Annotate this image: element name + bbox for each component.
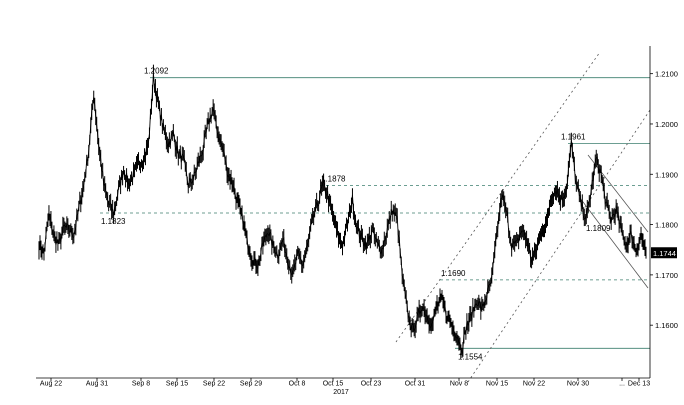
x-tick-label: Dec 13 [628, 381, 650, 388]
x-tick-label: Nov 30 [567, 381, 589, 388]
x-tick-label: Sep 15 [166, 381, 188, 388]
x-tick-label: Nov 22 [523, 381, 545, 388]
level-label: 1.1554 [458, 352, 483, 361]
x-tick-label: Sep 22 [203, 381, 225, 388]
y-tick-label: 1.1900 [655, 170, 678, 179]
x-tick-label: ... [619, 381, 625, 388]
level-label: 1.2092 [144, 67, 169, 76]
x-tick-label: Aug 22 [40, 381, 62, 388]
level-label: 1.1961 [561, 133, 586, 142]
x-tick-label: Aug 31 [86, 381, 108, 388]
x-tick-label: Sep 8 [132, 381, 150, 388]
axes: 1.1600 1.1700 1.1800 1.1900 1.2000 1.2100 Aug … [36, 46, 678, 396]
last-price-badge [651, 247, 677, 259]
level-annotations: 1.2092 1.1961 1.1878 1.1823 1.1809 1.1690 1.15… [101, 67, 611, 362]
y-tick-label: 1.1600 [655, 321, 678, 330]
x-tick-label: Sep 29 [240, 381, 262, 388]
level-label: 1.1823 [101, 217, 126, 226]
price-line [38, 73, 647, 356]
level-label: 1.1809 [586, 224, 611, 233]
level-label: 1.1690 [441, 269, 466, 278]
price-series [38, 64, 647, 359]
y-tick-label: 1.2100 [655, 70, 678, 79]
y-tick-label: 1.2000 [655, 120, 678, 129]
y-tick-label: 1.1800 [655, 221, 678, 230]
x-tick-label: Oct 8 [289, 381, 306, 388]
channel-upper-line [395, 51, 601, 343]
x-tick-label: Oct 15 [323, 381, 344, 388]
x-tick-label: Oct 23 [361, 381, 382, 388]
level-label: 1.1878 [321, 174, 346, 183]
level-lines [100, 77, 650, 349]
x-year-label: 2017 [333, 389, 349, 396]
x-tick-label: Nov 8 [450, 381, 468, 388]
x-tick-label: Oct 31 [405, 381, 426, 388]
falling-channel-lower [579, 197, 649, 289]
x-tick-label: Nov 15 [486, 381, 508, 388]
last-price-label: 1.1744 [653, 249, 676, 258]
y-tick-label: 1.1700 [655, 271, 678, 280]
